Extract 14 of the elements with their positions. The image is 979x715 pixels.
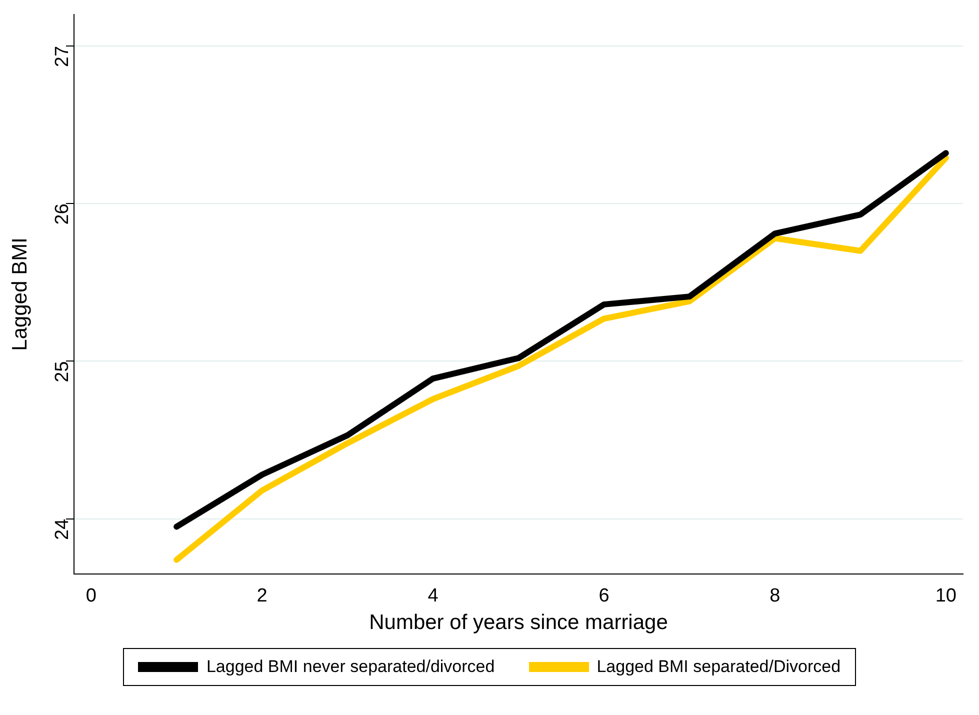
x-tick-label: 8 — [770, 586, 780, 607]
y-tick-label: 24 — [52, 518, 74, 540]
x-tick-label: 4 — [428, 586, 439, 607]
y-tick-label: 25 — [52, 361, 74, 382]
legend-label: Lagged BMI separated/Divorced — [596, 657, 841, 677]
x-tick-label: 0 — [86, 586, 96, 607]
x-axis-title: Number of years since marriage — [369, 611, 668, 634]
y-tick-label: 26 — [52, 204, 74, 225]
x-tick-label: 10 — [935, 586, 956, 607]
x-tick-label: 6 — [598, 586, 610, 607]
legend-label: Lagged BMI never separated/divorced — [206, 657, 495, 677]
y-tick-label: 27 — [52, 46, 74, 68]
x-tick-label: 2 — [256, 586, 268, 607]
y-axis-title: Lagged BMI — [8, 238, 32, 351]
